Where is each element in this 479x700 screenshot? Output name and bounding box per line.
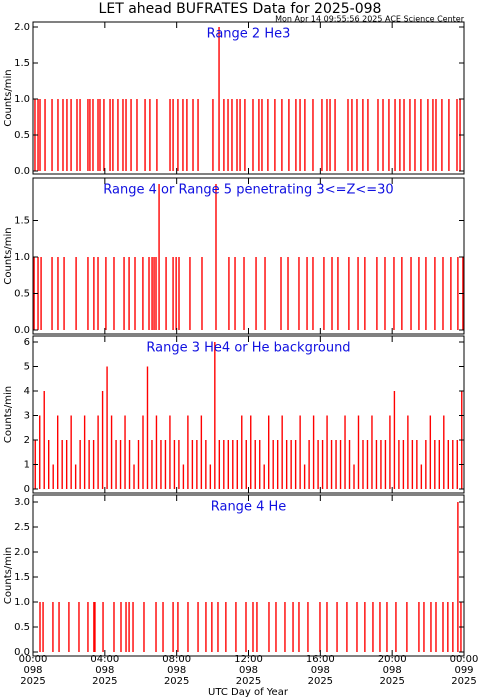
y-tick-label: 1 [24,460,30,471]
x-tick-label: 00:00 099 2025 [450,654,479,687]
panel-title: Range 2 He3 [207,27,291,42]
y-tick-label: 0.0 [14,647,30,658]
y-tick-label: 2 [24,435,30,446]
x-tick-label-line: 099 [454,665,473,676]
x-tick-label-line: 2025 [379,676,404,687]
y-tick-label: 2.0 [14,547,30,558]
x-tick-label: 04:00 098 2025 [90,654,119,687]
x-tick-label-line: 098 [167,665,186,676]
panel-title: Range 4 He [211,500,287,515]
x-tick-label-line: 098 [23,665,42,676]
x-tick-label-line: 08:00 [162,654,191,665]
y-tick-label: 1.0 [14,252,30,263]
y-tick-label: 6 [24,337,30,348]
x-tick-label: 08:00 098 2025 [162,654,191,687]
y-axis-label: Counts/min [3,547,14,604]
x-tick-label: 16:00 098 2025 [306,654,335,687]
x-tick-label: 12:00 098 2025 [234,654,263,687]
y-tick-label: 2.5 [14,522,30,533]
y-tick-label: 1.0 [14,597,30,608]
y-tick-label: 1.5 [14,58,30,69]
y-tick-label: 3 [24,411,30,422]
x-tick-label-line: 04:00 [90,654,119,665]
y-tick-label: 5 [24,362,30,373]
x-tick-label-line: 098 [383,665,402,676]
panel: Range 4 or Range 5 penetrating 3<=Z<=30 C… [3,177,465,336]
x-tick-label: 20:00 098 2025 [378,654,407,687]
x-tick-label-line: 2025 [308,676,333,687]
panel-frame [32,494,465,657]
x-tick-label-line: 2025 [236,676,261,687]
panel: Range 2 He3 Counts/min 0.0 0.5 1.0 1.5 2.0 [3,21,465,177]
chart-subtitle: Mon Apr 14 09:55:56 2025 ACE Science Cen… [275,15,465,24]
y-tick-label: 1.0 [14,94,30,105]
panel-title: Range 4 or Range 5 penetrating 3<=Z<=30 [103,183,393,198]
x-tick-label-line: 2025 [164,676,189,687]
x-tick-label-line: 2025 [20,676,45,687]
x-tick-label-line: 098 [311,665,330,676]
y-tick-label: 1.5 [14,216,30,227]
x-tick-label-line: 2025 [92,676,117,687]
y-tick-label: 1.5 [14,572,30,583]
y-axis-label: Counts/min [3,227,14,284]
x-tick-label-line: 098 [95,665,114,676]
x-axis-label: UTC Day of Year [208,687,289,698]
panel: Range 3 He4 or He background Counts/min 0 1… [3,335,465,495]
y-tick-label: 0 [24,484,30,495]
x-tick-label-line: 00:00 [450,654,479,665]
y-tick-label: 0.0 [14,325,30,336]
y-tick-label: 2.0 [14,22,30,33]
x-tick-label-line: 098 [239,665,258,676]
y-tick-label: 0.5 [14,622,30,633]
y-tick-label: 0.5 [14,289,30,300]
x-tick-label-line: 2025 [451,676,476,687]
y-axis-label: Counts/min [3,386,14,443]
y-axis-label: Counts/min [3,69,14,126]
x-tick-label-line: 20:00 [378,654,407,665]
y-tick-label: 4 [24,386,30,397]
x-tick-label-line: 16:00 [306,654,335,665]
chart-title: LET ahead BUFRATES Data for 2025-098 [99,1,382,17]
panel: Range 4 He Counts/min 0.0 0.5 1.0 1.5 2.0 2.5 3.… [3,494,465,658]
x-tick-label: 00:00 098 2025 [19,654,48,687]
y-tick-label: 3.0 [14,497,30,508]
panel-title: Range 3 He4 or He background [146,341,350,356]
x-tick-label-line: 12:00 [234,654,263,665]
y-tick-label: 0.0 [14,166,30,177]
x-tick-label-line: 00:00 [19,654,48,665]
y-tick-label: 0.5 [14,130,30,141]
